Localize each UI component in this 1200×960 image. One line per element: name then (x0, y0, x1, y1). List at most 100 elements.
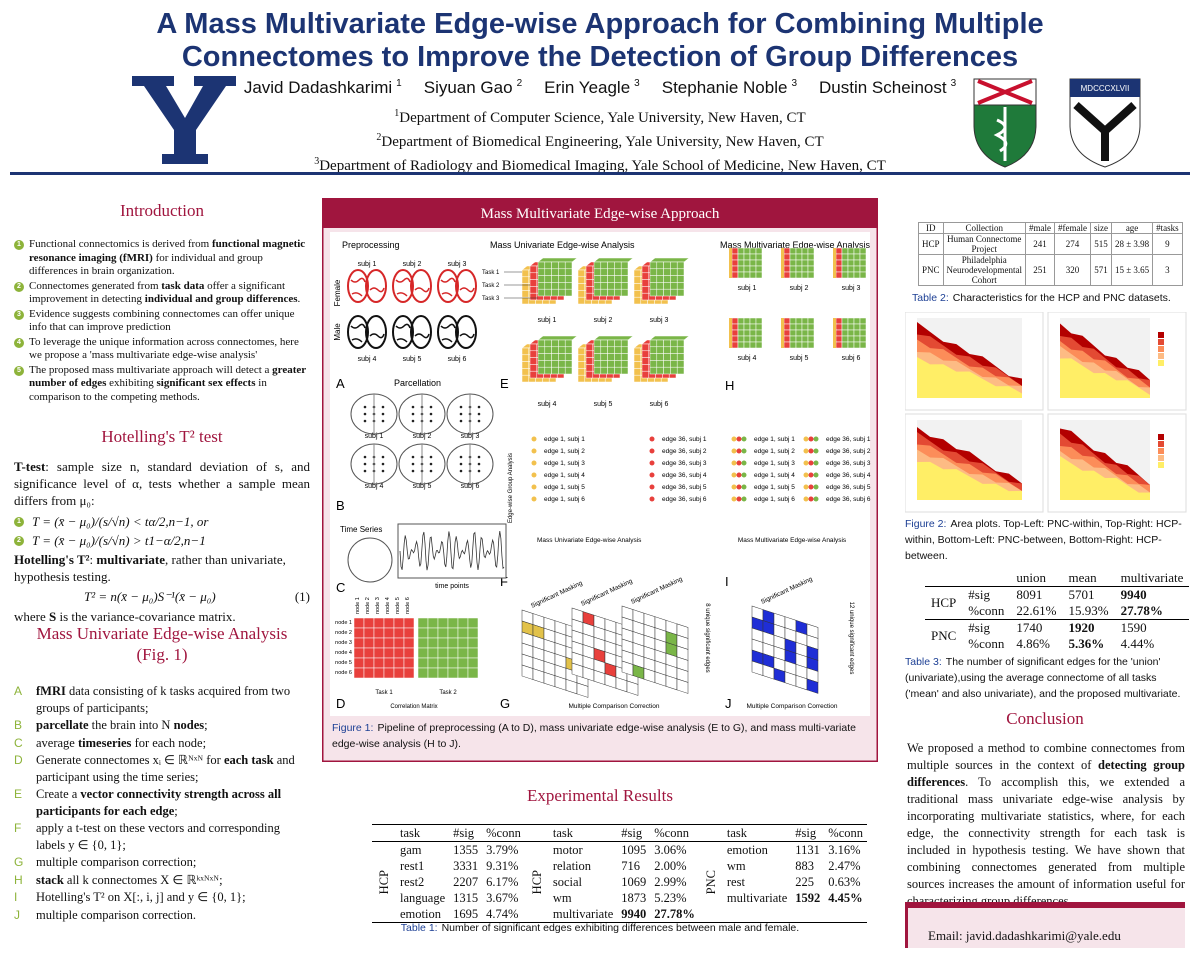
matrix-cell (847, 259, 855, 267)
matrix-cell (641, 265, 650, 274)
matrix-cell (676, 346, 685, 354)
edge-dot (803, 472, 809, 478)
table-caption: Table 1: Number of significant edges exhi… (322, 920, 878, 936)
figure-label: subj 6 (461, 483, 480, 490)
matrix-cell (607, 346, 615, 354)
edge-dot (813, 472, 819, 478)
text-run: for each node; (131, 735, 207, 750)
matrix-cell (529, 357, 538, 365)
matrix-cell (403, 667, 415, 679)
matrix-cell (731, 259, 739, 267)
matrix-cell (614, 288, 622, 297)
figure-label: B (336, 498, 345, 513)
figure-label: subj 1 (538, 317, 557, 324)
matrix-cell (620, 268, 629, 276)
matrix-cell (607, 268, 615, 276)
matrix-cell (795, 329, 803, 337)
matrix-cell (393, 617, 405, 629)
matrix-cell (551, 268, 559, 276)
node-dot (459, 455, 463, 459)
matrix-cell (656, 366, 664, 375)
table-row: rest2 2207 6.17% social 1069 2.99% rest 225 0.63… (372, 874, 867, 890)
edge-dot (803, 436, 809, 442)
table-cell: 3331 (453, 859, 479, 873)
brain (347, 269, 369, 303)
matrix-cell (593, 288, 602, 297)
bullet-text: Connectomes generated from task data off… (29, 280, 310, 307)
matrix-cell (749, 329, 757, 337)
edge-dot (531, 484, 537, 490)
matrix-cell (859, 253, 867, 261)
matrix-cell (521, 347, 530, 356)
table-cell: 27.78% (1120, 603, 1163, 618)
matrix-cell (544, 360, 552, 368)
step-text: stack all k connectomes X ∈ ℝᵏˣᴺˣᴺ; (36, 872, 223, 889)
legend-swatch (1158, 441, 1164, 447)
figure-label: node 5 (395, 597, 401, 614)
text-run: task data (161, 279, 205, 292)
figure-label: Edge-wise Group Analysis (508, 453, 514, 523)
bullet-marker: 4 (14, 337, 24, 348)
matrix-cell (656, 288, 664, 297)
matrix-side (593, 335, 634, 341)
matrix-cell (577, 361, 586, 369)
text-run: and participant using the time series; (36, 753, 295, 784)
matrix-cell (670, 339, 678, 348)
matrix-cell (670, 282, 678, 290)
matrix-cell (447, 627, 459, 639)
matrix-side (649, 257, 690, 263)
matrix-cell (670, 275, 678, 283)
matrix-cell (853, 271, 861, 279)
text-run: ; (174, 803, 178, 818)
figure-label: edge 1, subj 5 (544, 484, 585, 491)
matrix-cell (841, 259, 849, 267)
header-cell: size (1089, 222, 1112, 234)
matrix-cell (641, 357, 650, 365)
matrix-cell (789, 265, 797, 273)
text-run: where (14, 609, 50, 624)
matrix-cell (737, 329, 745, 337)
matrix-cell (537, 261, 546, 270)
header-cell: #male (1024, 222, 1055, 234)
matrix-cell (577, 283, 586, 291)
matrix-cell (641, 364, 650, 372)
figure-label: node 6 (335, 670, 352, 676)
edge-dot (803, 484, 809, 490)
matrix-cell (353, 637, 365, 649)
figure-label: G (500, 696, 510, 711)
caption-text: Number of significant edges exhibiting d… (441, 922, 800, 934)
node-dot (381, 455, 385, 459)
figure-label: subj 5 (790, 355, 809, 362)
matrix-cell (600, 288, 608, 297)
matrix-cell (743, 317, 751, 325)
matrix-edge (781, 248, 784, 278)
matrix-cell (743, 265, 751, 273)
matrix-cell (427, 667, 439, 679)
matrix-cell (467, 617, 479, 629)
figure-label: D (336, 696, 345, 711)
crests: MDCCCXLVII (973, 78, 1141, 168)
matrix-cell (544, 275, 552, 283)
figure-label: subj 6 (842, 355, 861, 362)
matrix-cell (783, 247, 791, 255)
table-cell: 251 (1024, 254, 1055, 286)
matrix-cell (656, 275, 664, 283)
node-dot (381, 419, 385, 423)
matrix-cell (835, 335, 843, 343)
matrix-cell (551, 346, 559, 354)
edge-dot (649, 436, 655, 442)
step-text: average timeseries for each node; (36, 735, 206, 752)
matrix-cell (743, 341, 751, 349)
edge-dot (731, 448, 737, 454)
legend-swatch (1158, 332, 1164, 338)
table-cell: PNC (918, 254, 944, 286)
figure-label: edge 1, subj 3 (544, 460, 585, 467)
matrix-cell (656, 360, 664, 368)
matrix-cell (676, 360, 685, 368)
author-sup: 1 (396, 78, 402, 90)
title-line: Connectomes to Improve the Detection of … (181, 41, 1019, 73)
matrix-cell (847, 329, 855, 337)
matrix-cell (676, 288, 685, 297)
